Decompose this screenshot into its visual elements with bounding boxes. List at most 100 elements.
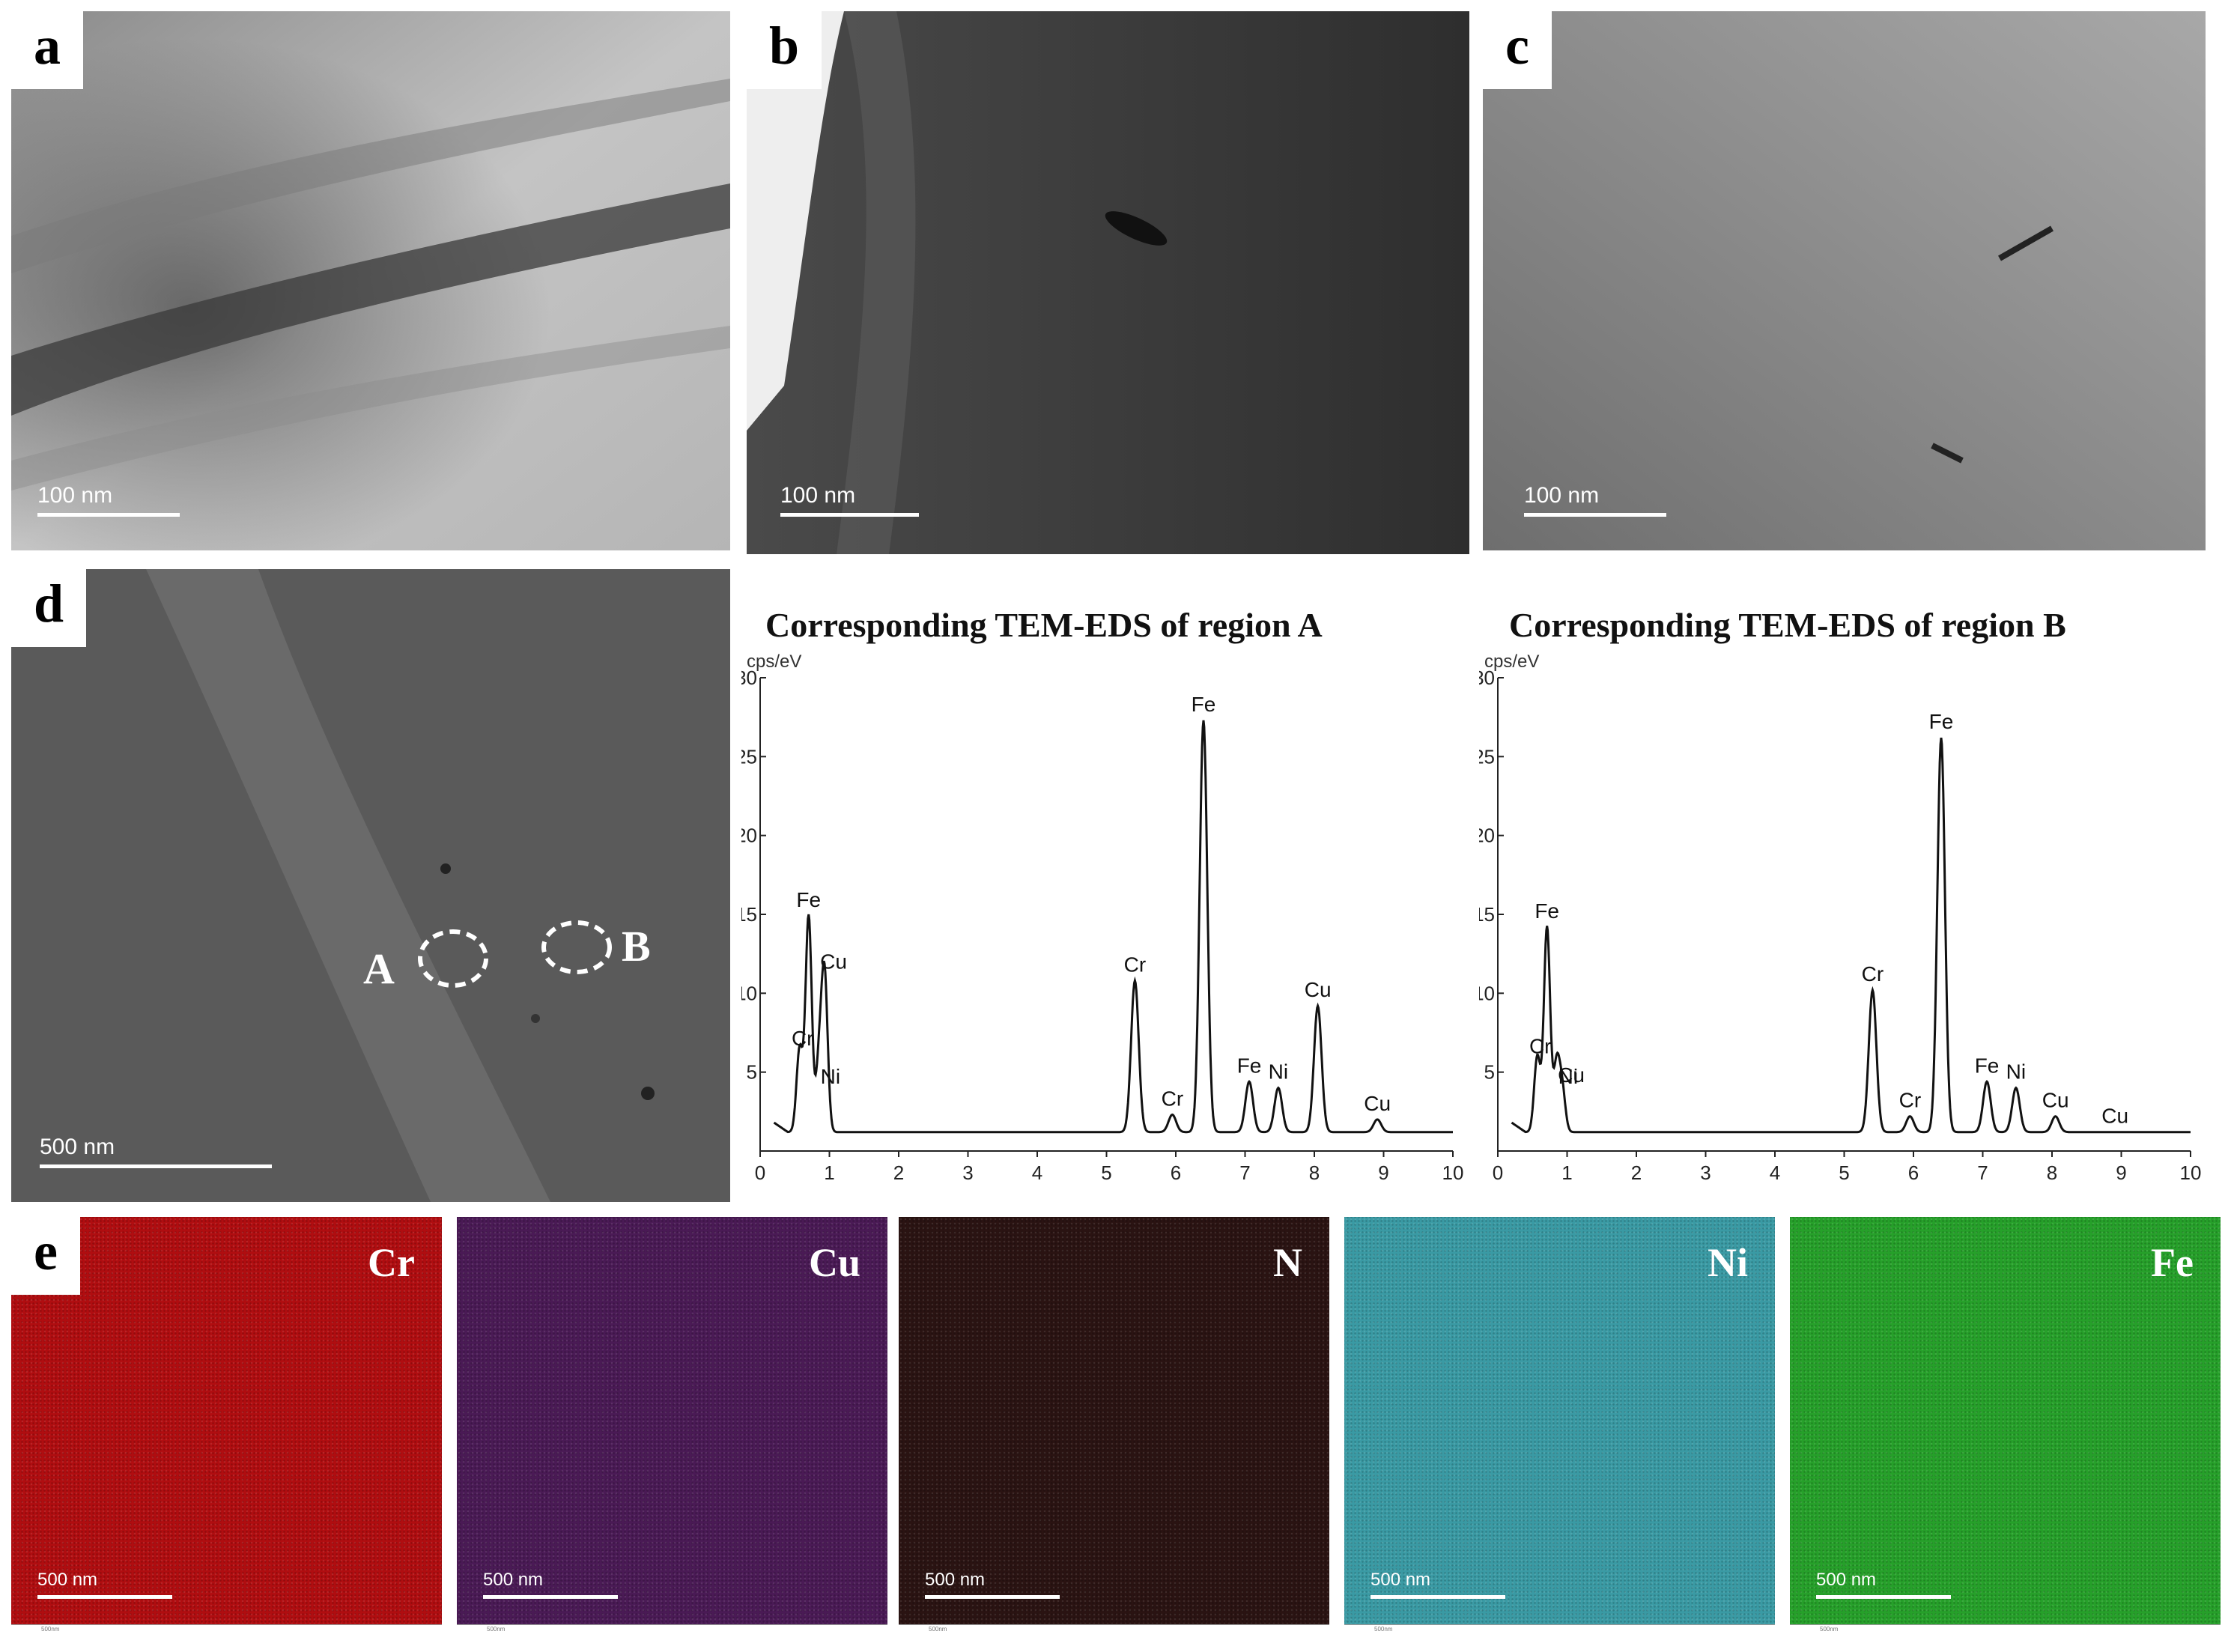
peak-label-a-4: Cr	[1124, 953, 1147, 976]
map-sub-scale-cu: 500nm	[457, 1624, 887, 1633]
map-scale-line-cr	[37, 1595, 172, 1599]
x-tick-label-b-6: 6	[1908, 1161, 1919, 1184]
x-tick-label-a-3: 3	[962, 1161, 973, 1184]
x-tick-label-b-3: 3	[1700, 1161, 1711, 1184]
map-sub-scale-text-fe: 500nm	[1820, 1626, 1839, 1633]
y-axis-label-b: cps/eV	[1484, 652, 1539, 672]
map-scale-bar-cu: 500 nm	[483, 1570, 618, 1599]
scale-bar-line-c	[1524, 513, 1666, 517]
peak-label-a-8: Ni	[1269, 1060, 1288, 1084]
spectrum-line-b	[1511, 737, 2191, 1134]
map-texture-ni	[1344, 1217, 1775, 1624]
panel-b-tem-image: b 100 nm	[747, 11, 1469, 554]
map-texture-cu	[457, 1217, 887, 1624]
map-scale-bar-ni: 500 nm	[1371, 1570, 1505, 1599]
map-scale-line-fe	[1816, 1595, 1951, 1599]
y-axis-label-a: cps/eV	[747, 652, 801, 672]
spectrum-line-a	[773, 720, 1453, 1134]
eds-spectrum-chart-a: cps/eV 0 1 2 3 4 5 6 7 8 9 10 5 10 15 20 25 30 Cr Fe Ni Cu Cr C…	[741, 652, 1463, 1184]
x-tick-label-a-6: 6	[1171, 1161, 1181, 1184]
panel-label-c: c	[1483, 11, 1552, 89]
scale-bar-line-b	[780, 513, 919, 517]
peak-label-b-10: Cu	[2101, 1105, 2128, 1128]
scale-bar-text-c: 100 nm	[1524, 483, 1600, 508]
peak-label-a-1: Fe	[796, 888, 821, 911]
y-tick-label-a-1: 10	[741, 982, 757, 1004]
scale-bar-line-a	[37, 513, 180, 517]
region-a-label: A	[363, 944, 395, 993]
x-tick-label-b-8: 8	[2047, 1161, 2057, 1184]
x-tick-label-a-0: 0	[755, 1161, 765, 1184]
peak-label-b-4: Cr	[1862, 962, 1884, 986]
eds-map-n: N 500 nm 500nm	[899, 1217, 1329, 1633]
map-scale-line-cu	[483, 1595, 618, 1599]
eds-map-ni: Ni 500 nm 500nm	[1344, 1217, 1775, 1633]
panel-a-tem-image: a 100 nm	[11, 11, 730, 550]
panel-c-tem-image: c 100 nm	[1483, 11, 2206, 550]
tem-micrograph-a	[11, 11, 730, 550]
map-scale-text-ni: 500 nm	[1371, 1570, 1431, 1590]
scale-bar-c: 100 nm	[1524, 483, 1666, 517]
map-element-label-cu: Cu	[808, 1240, 860, 1285]
y-tick-label-b-0: 5	[1484, 1061, 1495, 1084]
eds-map-fe: Fe 500 nm 500nm	[1790, 1217, 2221, 1633]
x-tick-label-a-5: 5	[1101, 1161, 1111, 1184]
eds-spectrum-chart-b: cps/eV01234567891051015202530CrFeNiCuCrC…	[1479, 652, 2202, 1184]
map-texture-n	[899, 1217, 1329, 1624]
map-sub-scale-text-n: 500nm	[929, 1626, 947, 1633]
y-tick-label-b-5: 30	[1479, 666, 1495, 689]
tem-micrograph-b	[747, 11, 1469, 554]
x-tick-label-a-4: 4	[1032, 1161, 1042, 1184]
eds-map-cr: Cr 500 nm 500nm	[11, 1217, 442, 1633]
peak-label-a-3: Cu	[820, 950, 847, 973]
peak-label-b-5: Cr	[1899, 1089, 1922, 1112]
peak-label-a-7: Fe	[1237, 1054, 1262, 1077]
x-tick-label-a-1: 1	[824, 1161, 834, 1184]
map-scale-text-cr: 500 nm	[37, 1570, 98, 1590]
x-tick-label-b-7: 7	[1977, 1161, 1988, 1184]
eds-map-cu: Cu 500 nm 500nm	[457, 1217, 887, 1633]
peak-label-a-10: Cu	[1364, 1092, 1391, 1115]
panel-label-e: e	[11, 1217, 80, 1295]
map-scale-bar-cr: 500 nm	[37, 1570, 172, 1599]
x-tick-label-b-4: 4	[1770, 1161, 1780, 1184]
map-texture-fe	[1790, 1217, 2221, 1624]
x-tick-label-a-7: 7	[1239, 1161, 1250, 1184]
peak-label-b-8: Ni	[2006, 1060, 2026, 1084]
panel-label-a: a	[11, 11, 83, 89]
y-tick-label-b-1: 10	[1479, 982, 1495, 1004]
scale-bar-b: 100 nm	[780, 483, 919, 517]
map-sub-scale-fe: 500nm	[1790, 1624, 2221, 1633]
peak-label-b-2: Ni	[1558, 1065, 1578, 1088]
map-sub-scale-text-cu: 500nm	[487, 1626, 506, 1633]
map-element-label-n: N	[1273, 1240, 1302, 1285]
x-tick-label-b-9: 9	[2116, 1161, 2126, 1184]
x-tick-label-a-2: 2	[893, 1161, 904, 1184]
x-tick-label-b-5: 5	[1839, 1161, 1849, 1184]
peak-label-a-5: Cr	[1162, 1087, 1184, 1111]
map-element-label-cr: Cr	[368, 1240, 415, 1285]
panel-label-d: d	[11, 569, 87, 647]
map-sub-scale-cr: 500nm	[11, 1624, 442, 1633]
x-tick-label-a-9: 9	[1378, 1161, 1388, 1184]
map-scale-bar-fe: 500 nm	[1816, 1570, 1951, 1599]
peak-label-a-9: Cu	[1305, 978, 1332, 1001]
scale-bar-text-d: 500 nm	[40, 1135, 115, 1159]
y-tick-label-a-0: 5	[747, 1061, 757, 1084]
y-tick-label-b-3: 20	[1479, 825, 1495, 847]
haadf-stem-image	[11, 569, 730, 1202]
map-sub-scale-text-cr: 500nm	[41, 1626, 60, 1633]
scale-bar-text-b: 100 nm	[780, 483, 856, 508]
y-tick-label-b-2: 15	[1479, 903, 1495, 926]
axes-a	[759, 678, 1453, 1152]
x-tick-label-b-1: 1	[1561, 1161, 1572, 1184]
tem-micrograph-c	[1483, 11, 2206, 550]
x-tick-label-b-10: 10	[2180, 1161, 2202, 1184]
peak-label-b-7: Fe	[1975, 1054, 2000, 1077]
map-sub-scale-n: 500nm	[899, 1624, 1329, 1633]
x-tick-label-b-0: 0	[1493, 1161, 1503, 1184]
peak-label-b-6: Fe	[1929, 710, 1954, 733]
panel-d-haadf-image: d A B 500 nm	[11, 569, 730, 1202]
y-tick-label-b-4: 25	[1479, 745, 1495, 768]
eds-chart-b-title: Corresponding TEM-EDS of region B	[1509, 606, 2066, 644]
